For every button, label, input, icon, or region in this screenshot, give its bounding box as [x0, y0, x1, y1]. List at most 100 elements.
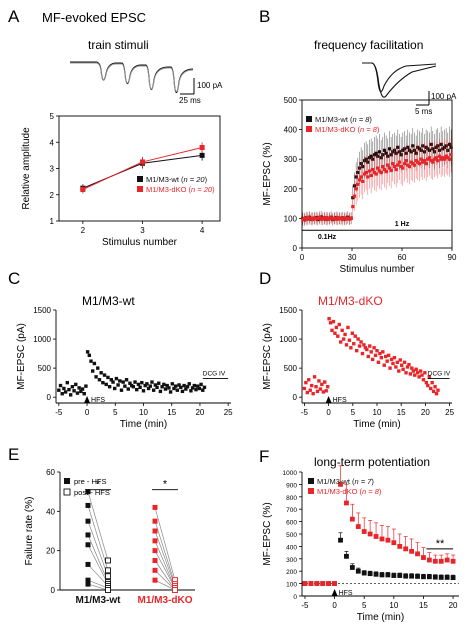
y-axis-label: MF-EPSC (%) — [262, 502, 273, 565]
data-point — [408, 372, 413, 376]
data-point — [133, 380, 137, 384]
data-point — [432, 574, 438, 580]
legend: pre - HFS post - HFS — [63, 477, 110, 497]
pre-point — [85, 502, 91, 508]
data-point — [366, 354, 370, 359]
data-point — [312, 375, 317, 379]
hfs-label: HFS — [333, 397, 347, 404]
data-point — [150, 380, 154, 384]
data-point — [316, 216, 320, 220]
panel-b-trace-dko — [362, 62, 437, 98]
data-point — [309, 383, 314, 388]
x-tick-label: 20 — [195, 408, 204, 417]
data-point — [172, 386, 176, 391]
data-point — [381, 350, 385, 354]
data-point — [414, 159, 418, 163]
data-point — [384, 151, 388, 155]
data-point — [315, 389, 320, 394]
x-tick-label: 20 — [421, 408, 430, 417]
data-point — [387, 147, 392, 151]
data-point — [321, 216, 325, 220]
data-point — [404, 371, 408, 375]
data-point — [65, 380, 69, 385]
data-point — [304, 380, 308, 385]
data-point — [342, 216, 347, 220]
panel-letter-b: B — [259, 7, 270, 26]
legend-item: M1/M3-dKO (n = 20) — [137, 185, 215, 194]
data-point — [421, 555, 426, 560]
data-point — [361, 570, 367, 576]
data-point — [340, 328, 344, 333]
data-point — [366, 175, 370, 179]
data-point — [327, 216, 332, 220]
data-point — [94, 375, 98, 379]
hfs-label: HFS — [339, 590, 353, 597]
data-point — [374, 172, 378, 176]
data-point — [364, 170, 368, 175]
significance-star: * — [96, 479, 101, 491]
data-point — [363, 346, 368, 350]
data-point — [339, 340, 343, 344]
data-point — [398, 358, 402, 362]
data-point — [432, 558, 438, 564]
data-point — [195, 384, 200, 388]
data-point — [314, 385, 318, 389]
post-point — [105, 587, 111, 593]
x-tick-label: 0 — [300, 253, 305, 262]
y-tick-label: 0 — [293, 244, 298, 253]
data-point — [406, 163, 410, 167]
pair-line — [154, 579, 176, 591]
x-tick-label: 0 — [326, 408, 331, 417]
data-point — [352, 194, 357, 198]
category-label: M1/M3-wt — [76, 595, 122, 606]
data-point — [140, 380, 144, 385]
legend-swatch — [308, 488, 314, 494]
pair-line — [154, 560, 176, 591]
data-point — [62, 386, 66, 391]
data-point — [305, 390, 310, 395]
y-tick-label: 200 — [286, 569, 297, 576]
pre-point — [85, 489, 91, 495]
data-point — [153, 383, 158, 387]
data-point — [119, 388, 124, 392]
data-point — [426, 157, 430, 161]
data-point — [421, 160, 425, 164]
data-point — [60, 392, 64, 396]
data-point — [158, 389, 163, 394]
data-point — [199, 382, 203, 387]
data-point — [432, 157, 437, 161]
data-point — [85, 350, 90, 354]
data-point — [388, 366, 392, 370]
data-point — [349, 216, 353, 220]
data-point — [405, 365, 410, 369]
x-tick-label: 0 — [85, 408, 90, 417]
y-tick-label: 700 — [286, 507, 297, 514]
data-point — [424, 380, 429, 385]
data-point — [381, 165, 385, 169]
hfs-marker — [331, 589, 338, 596]
data-point — [391, 162, 395, 166]
pre-point — [85, 518, 91, 524]
x-axis-label: Time (min) — [357, 612, 404, 623]
panel-c-title: M1/M3-wt — [82, 294, 135, 308]
data-point — [399, 165, 403, 169]
y-tick-label: 1 — [50, 217, 55, 226]
panel-a-traces: 100 pA 25 ms — [70, 61, 223, 105]
x-tick-label: -5 — [301, 601, 309, 610]
data-point — [438, 558, 444, 564]
post-point — [172, 587, 178, 593]
data-point — [423, 371, 427, 375]
data-point — [75, 391, 80, 395]
y-axis-label: MF-EPSC (pA) — [16, 323, 27, 390]
data-point — [143, 383, 147, 388]
data-point — [179, 385, 183, 390]
data-point — [309, 216, 313, 220]
data-point — [450, 575, 456, 581]
y-tick-label: 4 — [50, 138, 55, 147]
data-point — [344, 553, 349, 559]
data-point — [415, 371, 420, 375]
legend-item: M1/M3-wt (n = 8) — [306, 115, 372, 124]
data-point — [341, 337, 346, 341]
data-point — [189, 389, 193, 393]
data-point — [326, 581, 332, 586]
